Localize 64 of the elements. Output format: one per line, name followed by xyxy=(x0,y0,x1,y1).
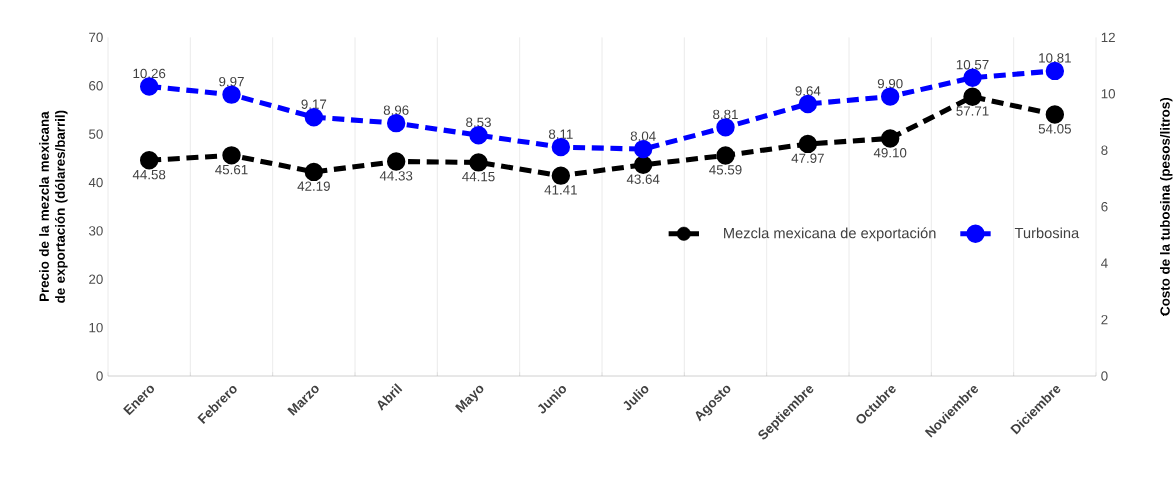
point xyxy=(798,94,818,114)
data-label: 8.96 xyxy=(383,105,409,116)
point xyxy=(139,151,159,170)
point xyxy=(304,162,324,182)
data-label: 9.90 xyxy=(877,79,903,89)
point xyxy=(963,87,982,107)
y-axis-title: Precio de la mezcla mexicana de exportación (dólares/barril) xyxy=(39,110,68,303)
data-label: 43.64 xyxy=(626,174,660,185)
data-label: 44.58 xyxy=(132,170,166,180)
y-tick-label: 70 xyxy=(89,32,103,43)
y2-tick-label: 4 xyxy=(1101,258,1108,268)
y-tick-label: 60 xyxy=(89,81,103,91)
data-label: 10.26 xyxy=(133,68,166,79)
y2-axis-title: Costo de la tubosina (pesos/litros) xyxy=(1160,98,1173,316)
y-tick-label: 20 xyxy=(89,274,103,285)
point xyxy=(222,146,241,165)
data-label: 44.15 xyxy=(462,172,495,182)
data-label: 49.10 xyxy=(873,148,907,158)
point xyxy=(386,114,406,133)
data-label: 45.59 xyxy=(709,165,742,175)
point xyxy=(880,129,900,148)
y2-tick-label: 10 xyxy=(1101,89,1116,99)
y-tick-label: 50 xyxy=(89,129,103,139)
data-label: 41.41 xyxy=(544,185,577,195)
data-label: 8.81 xyxy=(713,109,738,120)
data-label: 9.64 xyxy=(795,86,821,96)
data-label: 8.53 xyxy=(466,117,491,128)
data-label: 57.71 xyxy=(956,106,989,116)
y2-tick-label: 12 xyxy=(1101,32,1115,43)
data-label: 8.11 xyxy=(548,129,573,139)
legend-label: Mezcla mexicana de exportación xyxy=(724,227,936,242)
y-tick-label: 0 xyxy=(96,371,103,381)
legend-label: Turbosina xyxy=(1014,227,1080,239)
data-label: 45.61 xyxy=(215,165,248,175)
data-label: 8.04 xyxy=(630,131,656,141)
data-label: 10.81 xyxy=(1039,53,1071,63)
point xyxy=(633,155,653,175)
point xyxy=(551,166,571,186)
point xyxy=(1045,61,1065,81)
y2-tick-label: 6 xyxy=(1101,202,1108,212)
data-label: 10.57 xyxy=(956,60,989,70)
data-label: 47.97 xyxy=(791,153,824,164)
point xyxy=(304,108,324,127)
y2-tick-label: 0 xyxy=(1101,371,1108,381)
point xyxy=(716,118,735,137)
y-tick-label: 40 xyxy=(88,177,103,188)
y-tick-label: 10 xyxy=(89,323,103,333)
point xyxy=(469,126,488,145)
data-label: 54.05 xyxy=(1038,124,1071,134)
point xyxy=(716,146,735,165)
y-tick-label: 30 xyxy=(88,226,103,236)
data-label: 42.19 xyxy=(297,181,330,192)
point xyxy=(1045,105,1065,124)
y2-tick-label: 2 xyxy=(1101,315,1108,325)
y2-tick-label: 8 xyxy=(1101,145,1108,156)
point xyxy=(963,68,982,88)
data-label: 9.17 xyxy=(301,99,327,110)
point xyxy=(633,140,653,159)
point xyxy=(469,153,488,172)
point xyxy=(551,138,571,157)
point xyxy=(386,152,406,171)
data-label: 9.97 xyxy=(219,77,244,87)
point xyxy=(798,134,818,154)
data-label: 44.33 xyxy=(379,171,413,181)
